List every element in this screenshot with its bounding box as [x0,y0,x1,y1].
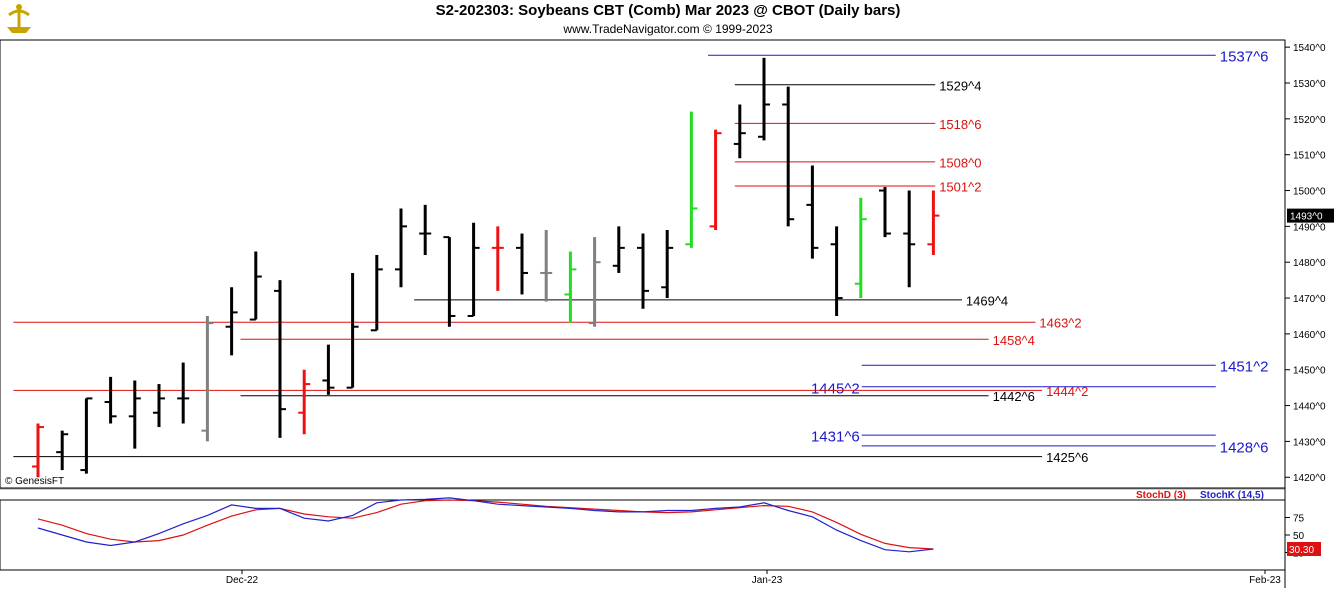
price-bar [32,423,44,478]
osc-frame-border [0,499,1286,571]
price-bar [225,287,238,356]
y-tick-label: 1480^0 [1293,258,1326,269]
price-bar [588,237,601,327]
osc-series-line [37,497,934,553]
level-label: 1442^6 [993,389,1035,404]
y-tick-label: 1530^0 [1293,79,1326,90]
osc-legend-entry: StochK (14,5) [1200,490,1264,501]
price-bar [927,190,940,256]
price-bar [782,86,795,227]
y-tick-label: 1450^0 [1293,366,1326,377]
y-tick-label: 1420^0 [1293,473,1326,484]
price-panel [0,39,1286,588]
y-tick-label: 1510^0 [1293,151,1326,162]
y-tick-label: 1520^0 [1293,115,1326,126]
x-tick-label: Jan-23 [752,575,783,586]
x-tick-label: Dec-22 [226,575,259,586]
y-tick-label: 1460^0 [1293,330,1326,341]
level-label: 1537^6 [1220,49,1269,66]
last-price-box [1287,208,1334,223]
level-label: 1508^0 [939,155,981,170]
price-bar [419,204,432,256]
price-bar [879,186,891,238]
level-label: 1529^4 [939,78,981,93]
price-bar [467,222,480,317]
time-axis: Dec-22 Jan-23 Feb-23 [226,570,1281,586]
price-bar [370,255,383,332]
copyright-label: © GenesisFT [5,476,64,487]
price-bar [637,233,649,309]
price-bar [104,376,117,424]
level-label: 1445^2 [811,380,860,397]
price-bar [685,111,698,248]
level-label: 1463^2 [1039,316,1081,331]
osc-legend-entry: StochD (3) [1136,490,1186,501]
y-tick-label: 1490^0 [1293,222,1326,233]
chart-subtitle: www.TradeNavigator.com © 1999-2023 [563,22,773,36]
level-label: 1425^6 [1046,450,1088,465]
y-tick-label: 1440^0 [1293,402,1326,413]
price-bar [201,315,214,442]
level-label: 1428^6 [1220,439,1269,456]
price-bar [153,384,165,428]
level-label: 1444^2 [1046,384,1088,399]
price-bar [443,236,456,327]
x-tick-label: Feb-23 [1249,575,1281,586]
level-label: 1469^4 [966,293,1008,308]
price-bar [177,362,190,424]
price-bar [395,208,407,288]
price-bar [516,233,528,295]
price-bar [564,251,577,324]
price-bars [32,57,940,478]
level-label: 1518^6 [939,117,981,132]
price-bar [80,397,93,474]
price-bar [758,57,770,141]
price-bar [733,104,746,159]
last-price-label: 1493^0 [1290,212,1323,223]
price-bar [346,272,359,389]
price-levels: 1537^6 1529^4 1518^6 1508^0 1501^2 1469^4 1463… [13,49,1269,465]
y-tick-label: 1540^0 [1293,43,1326,54]
price-bar [540,229,553,302]
price-bar [298,369,311,435]
chart-title: S2-202303: Soybeans CBT (Comb) Mar 2023 … [435,2,901,19]
y-tick-label: 1430^0 [1293,437,1326,448]
osc-tick-label: 50 [1293,531,1305,542]
osc-series-line [37,499,934,550]
level-label: 1501^2 [939,180,981,195]
y-tick-label: 1500^0 [1293,187,1326,198]
osc-tick-label: 75 [1293,514,1305,525]
osc-last-label: 30.30 [1289,545,1314,556]
chart-header: S2-202303: Soybeans CBT (Comb) Mar 2023 … [0,0,1336,40]
price-bar [128,380,141,449]
price-bar [274,280,286,438]
price-axis: 1420^0 1430^0 1440^0 1450^0 1460^0 1470^0 1480… [1285,43,1334,484]
price-bar [661,229,674,299]
price-bar [830,226,843,316]
price-bar [491,226,504,291]
osc-last-box [1287,542,1321,556]
price-bar [854,197,867,299]
logo-icon [7,4,31,33]
price-bar [612,226,625,273]
y-tick-label: 1470^0 [1293,294,1326,305]
price-bar [322,344,335,395]
level-label: 1451^2 [1220,359,1269,376]
level-label: 1458^4 [993,333,1035,348]
stochastic-panel: 255075StochD (3)StochK (14,5)30.30 [37,490,1321,560]
level-label: 1431^6 [811,429,860,446]
price-bar [56,430,69,471]
price-bar [903,190,916,288]
price-bar [806,165,819,259]
price-bar [709,129,722,230]
price-bar [249,251,262,321]
